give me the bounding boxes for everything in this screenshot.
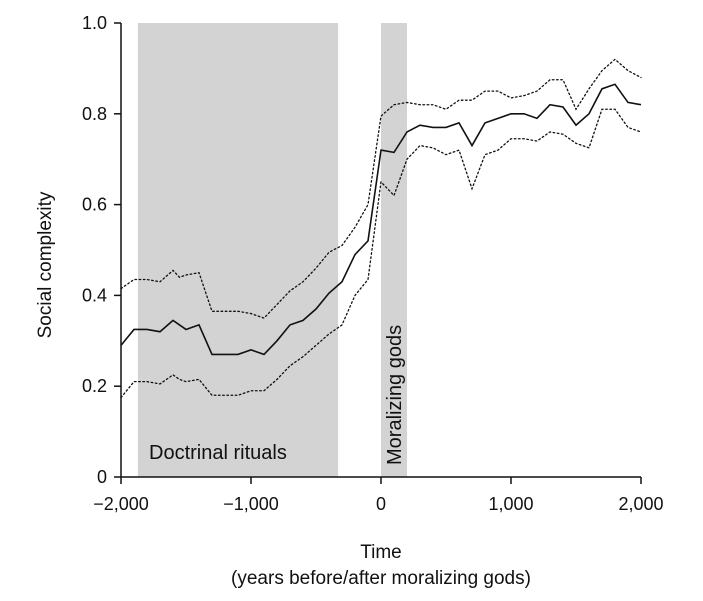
series-mean-line — [120, 83, 642, 356]
y-tick-label: 1.0 — [82, 13, 107, 33]
band-label-moralizing-gods: Moralizing gods — [384, 325, 406, 465]
x-tick-label: 2,000 — [618, 494, 663, 514]
y-tick-label: 0.8 — [82, 104, 107, 124]
shaded-regions — [137, 23, 407, 477]
shaded-region-doctrinal-rituals — [137, 23, 339, 477]
band-label-doctrinal-rituals: Doctrinal rituals — [149, 442, 287, 464]
x-axis-subtitle: (years before/after moralizing gods) — [231, 568, 531, 589]
x-tick-label: 1,000 — [488, 494, 533, 514]
series-upper-bound-line — [120, 58, 642, 319]
labels: Doctrinal rituals Moralizing gods Social c… — [35, 191, 531, 589]
axes: 0 0.2 0.4 0.6 0.8 1.0 −2,000 −1,000 0 1,000 2,000 — [82, 13, 664, 514]
x-tick-label: 0 — [376, 494, 386, 514]
y-tick-label: 0.4 — [82, 285, 107, 305]
series-lines — [120, 58, 642, 399]
x-tick-label: −2,000 — [93, 494, 149, 514]
y-tick-label: 0 — [97, 467, 107, 487]
series-lower-bound-line — [120, 108, 642, 399]
y-tick-label: 0.6 — [82, 195, 107, 215]
x-axis-title: Time — [360, 542, 402, 563]
y-tick-label: 0.2 — [82, 376, 107, 396]
y-axis-title: Social complexity — [35, 191, 56, 338]
shaded-region-moralizing-gods — [381, 23, 407, 477]
x-tick-label: −1,000 — [223, 494, 279, 514]
